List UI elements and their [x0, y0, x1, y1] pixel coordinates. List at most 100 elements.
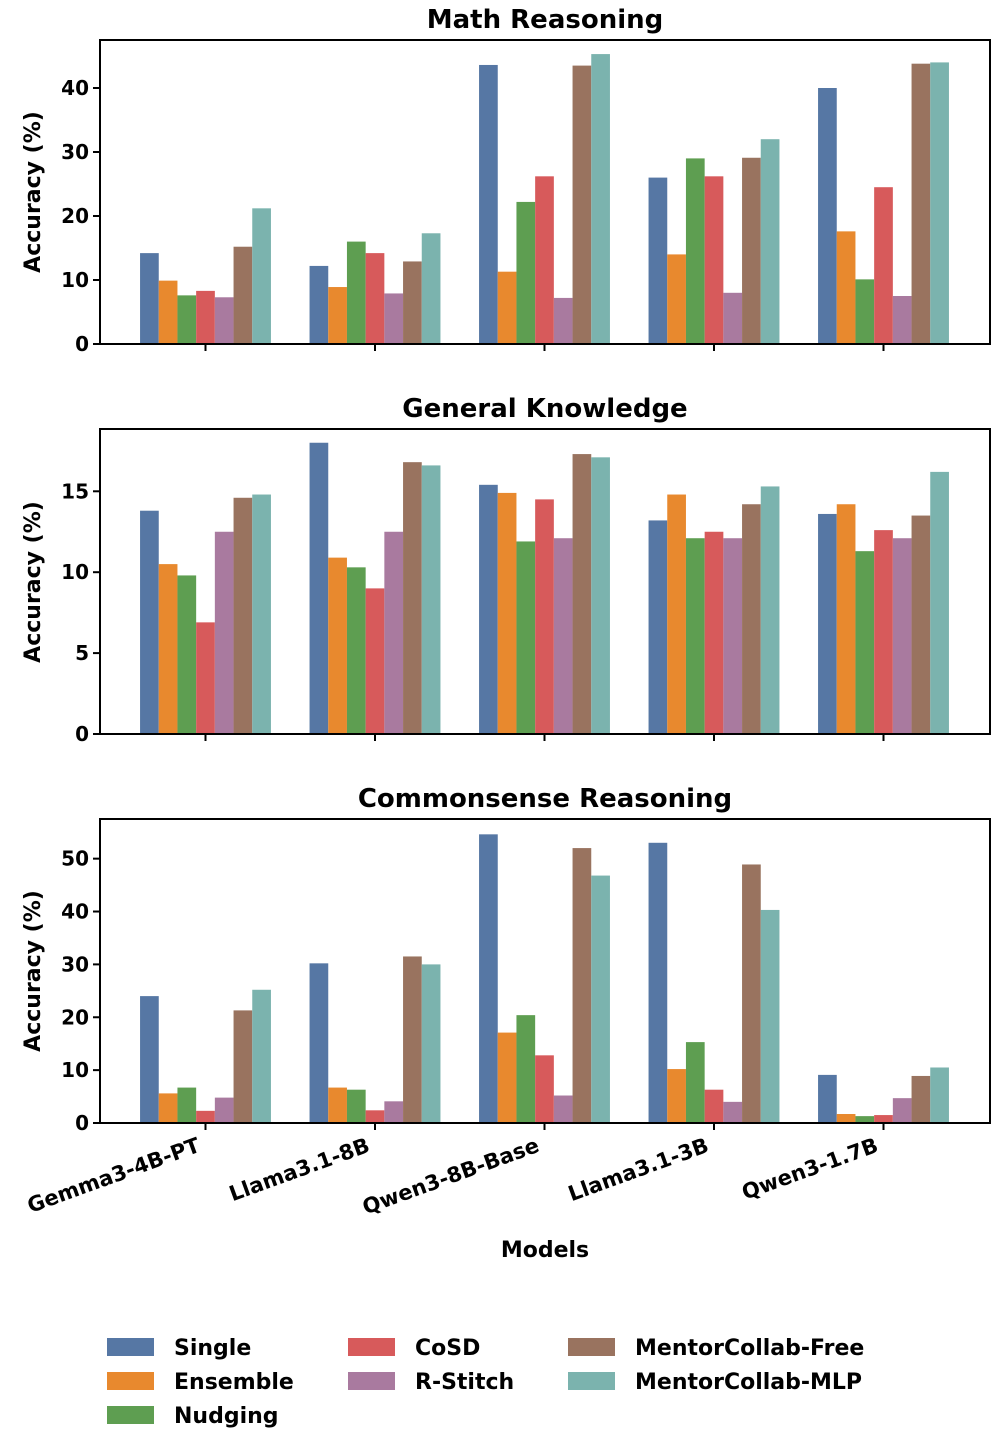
legend-label-ensemble: Ensemble	[174, 1370, 294, 1395]
bar-mentorcollab-free-llama3.1-8b	[403, 462, 422, 734]
legend-label-r-stitch: R-Stitch	[415, 1370, 514, 1395]
bar-mentorcollab-free-llama3.1-3b	[742, 504, 761, 734]
chart-title: Commonsense Reasoning	[358, 784, 732, 814]
bar-mentorcollab-free-llama3.1-8b	[403, 956, 422, 1123]
bar-mentorcollab-mlp-gemma3-4b-pt	[252, 208, 271, 344]
bar-r-stitch-llama3.1-8b	[384, 1101, 404, 1123]
bar-single-llama3.1-8b	[309, 265, 329, 344]
bar-ensemble-llama3.1-8b	[328, 287, 347, 344]
bar-single-llama3.1-3b	[648, 520, 668, 734]
bar-mentorcollab-mlp-gemma3-4b-pt	[252, 494, 271, 734]
bar-nudging-qwen3-1.7b	[855, 551, 875, 734]
chart-panel-2: General Knowledge Accuracy (%) 0 5 10 15	[21, 394, 991, 746]
bar-mentorcollab-free-llama3.1-8b	[403, 261, 422, 344]
bar-r-stitch-qwen3-1.7b	[892, 296, 912, 344]
legend-swatch-ensemble	[107, 1372, 154, 1390]
bar-single-llama3.1-8b	[309, 963, 329, 1123]
y-tick-label: 0	[75, 1111, 89, 1135]
bar-r-stitch-llama3.1-3b	[723, 1101, 743, 1123]
y-axis-label: Accuracy (%)	[21, 890, 46, 1052]
bar-nudging-gemma3-4b-pt	[177, 295, 197, 344]
bar-cosd-qwen3-8b-base	[535, 176, 554, 344]
bar-r-stitch-llama3.1-8b	[384, 293, 404, 344]
chart-panel-1: Math Reasoning Accuracy (%) 0 10 20 30 40	[21, 5, 991, 356]
bar-ensemble-llama3.1-3b	[667, 254, 686, 344]
bar-single-llama3.1-3b	[648, 842, 668, 1123]
bar-cosd-gemma3-4b-pt	[196, 290, 215, 344]
bar-mentorcollab-free-qwen3-1.7b	[911, 515, 931, 734]
bar-single-qwen3-1.7b	[818, 513, 837, 734]
x-axis-label: Models	[501, 1238, 589, 1263]
bar-mentorcollab-mlp-gemma3-4b-pt	[252, 989, 271, 1123]
bar-nudging-llama3.1-3b	[685, 158, 705, 344]
bar-cosd-llama3.1-8b	[365, 588, 385, 734]
bar-single-gemma3-4b-pt	[140, 253, 159, 344]
y-tick-label: 0	[75, 332, 89, 356]
y-tick-label: 30	[61, 140, 89, 164]
x-tick-label: Llama3.1-3B	[565, 1133, 712, 1206]
bar-cosd-qwen3-1.7b	[874, 1115, 893, 1123]
bar-r-stitch-gemma3-4b-pt	[214, 531, 234, 734]
bar-r-stitch-qwen3-1.7b	[892, 1098, 912, 1123]
bar-mentorcollab-free-qwen3-8b-base	[572, 848, 592, 1123]
bar-cosd-llama3.1-8b	[365, 253, 385, 344]
bar-ensemble-qwen3-8b-base	[497, 1032, 517, 1123]
bar-r-stitch-qwen3-8b-base	[553, 538, 573, 734]
bar-ensemble-gemma3-4b-pt	[158, 280, 178, 344]
bar-single-llama3.1-8b	[309, 442, 329, 734]
bar-single-qwen3-8b-base	[479, 834, 498, 1123]
bar-nudging-gemma3-4b-pt	[177, 1087, 197, 1123]
bar-r-stitch-gemma3-4b-pt	[214, 297, 234, 344]
x-tick-label: Gemma3-4B-PT	[24, 1133, 204, 1218]
y-axis-label: Accuracy (%)	[21, 111, 46, 273]
bar-mentorcollab-free-gemma3-4b-pt	[233, 497, 253, 734]
bar-r-stitch-gemma3-4b-pt	[214, 1097, 234, 1123]
bar-nudging-llama3.1-3b	[685, 1042, 705, 1123]
y-tick-label: 20	[61, 204, 89, 228]
legend-label-mentorcollab-mlp: MentorCollab-MLP	[635, 1370, 862, 1395]
bar-mentorcollab-mlp-qwen3-1.7b	[930, 471, 949, 734]
bar-ensemble-llama3.1-8b	[328, 1087, 347, 1123]
y-axis-label: Accuracy (%)	[21, 501, 46, 663]
y-tick-label: 40	[61, 900, 89, 924]
legend-label-cosd: CoSD	[415, 1336, 480, 1361]
bar-ensemble-gemma3-4b-pt	[158, 1093, 178, 1123]
bar-single-llama3.1-3b	[648, 177, 668, 344]
legend-swatch-mentorcollab-mlp	[568, 1372, 615, 1390]
bar-cosd-qwen3-8b-base	[535, 499, 554, 734]
bar-cosd-qwen3-1.7b	[874, 530, 893, 734]
bar-r-stitch-llama3.1-8b	[384, 531, 404, 734]
bar-r-stitch-qwen3-1.7b	[892, 538, 912, 734]
bar-ensemble-llama3.1-8b	[328, 557, 347, 734]
y-tick-label: 5	[75, 641, 89, 665]
bar-nudging-llama3.1-8b	[346, 241, 366, 344]
bar-mentorcollab-mlp-llama3.1-8b	[421, 233, 441, 344]
y-tick-label: 10	[61, 560, 89, 584]
bar-mentorcollab-mlp-llama3.1-8b	[421, 465, 441, 734]
y-tick-label: 0	[75, 722, 89, 746]
bar-cosd-gemma3-4b-pt	[196, 622, 215, 734]
y-tick-label: 10	[61, 1058, 89, 1082]
bar-nudging-llama3.1-3b	[685, 538, 705, 734]
bar-ensemble-qwen3-1.7b	[836, 1114, 856, 1123]
bar-mentorcollab-free-qwen3-1.7b	[911, 1075, 931, 1123]
legend-label-nudging: Nudging	[174, 1404, 279, 1429]
bar-nudging-qwen3-1.7b	[855, 1116, 875, 1123]
bar-mentorcollab-mlp-qwen3-8b-base	[591, 875, 610, 1123]
bar-cosd-qwen3-8b-base	[535, 1055, 554, 1123]
bar-cosd-gemma3-4b-pt	[196, 1110, 215, 1123]
legend-label-mentorcollab-free: MentorCollab-Free	[635, 1336, 864, 1361]
y-tick-label: 40	[61, 76, 89, 100]
bar-cosd-llama3.1-3b	[704, 531, 724, 734]
chart-panel-3: Commonsense Reasoning Accuracy (%) 0 10 20 30…	[21, 784, 991, 1263]
bar-mentorcollab-mlp-llama3.1-3b	[760, 486, 780, 734]
bar-single-gemma3-4b-pt	[140, 510, 159, 734]
bar-cosd-qwen3-1.7b	[874, 187, 893, 344]
x-tick-label: Llama3.1-8B	[226, 1133, 373, 1206]
legend-swatch-single	[107, 1338, 154, 1356]
bar-nudging-qwen3-1.7b	[855, 279, 875, 344]
bar-nudging-qwen3-8b-base	[516, 201, 536, 344]
bar-ensemble-gemma3-4b-pt	[158, 564, 178, 734]
bar-nudging-llama3.1-8b	[346, 1089, 366, 1123]
x-tick-label: Qwen3-8B-Base	[359, 1133, 542, 1219]
